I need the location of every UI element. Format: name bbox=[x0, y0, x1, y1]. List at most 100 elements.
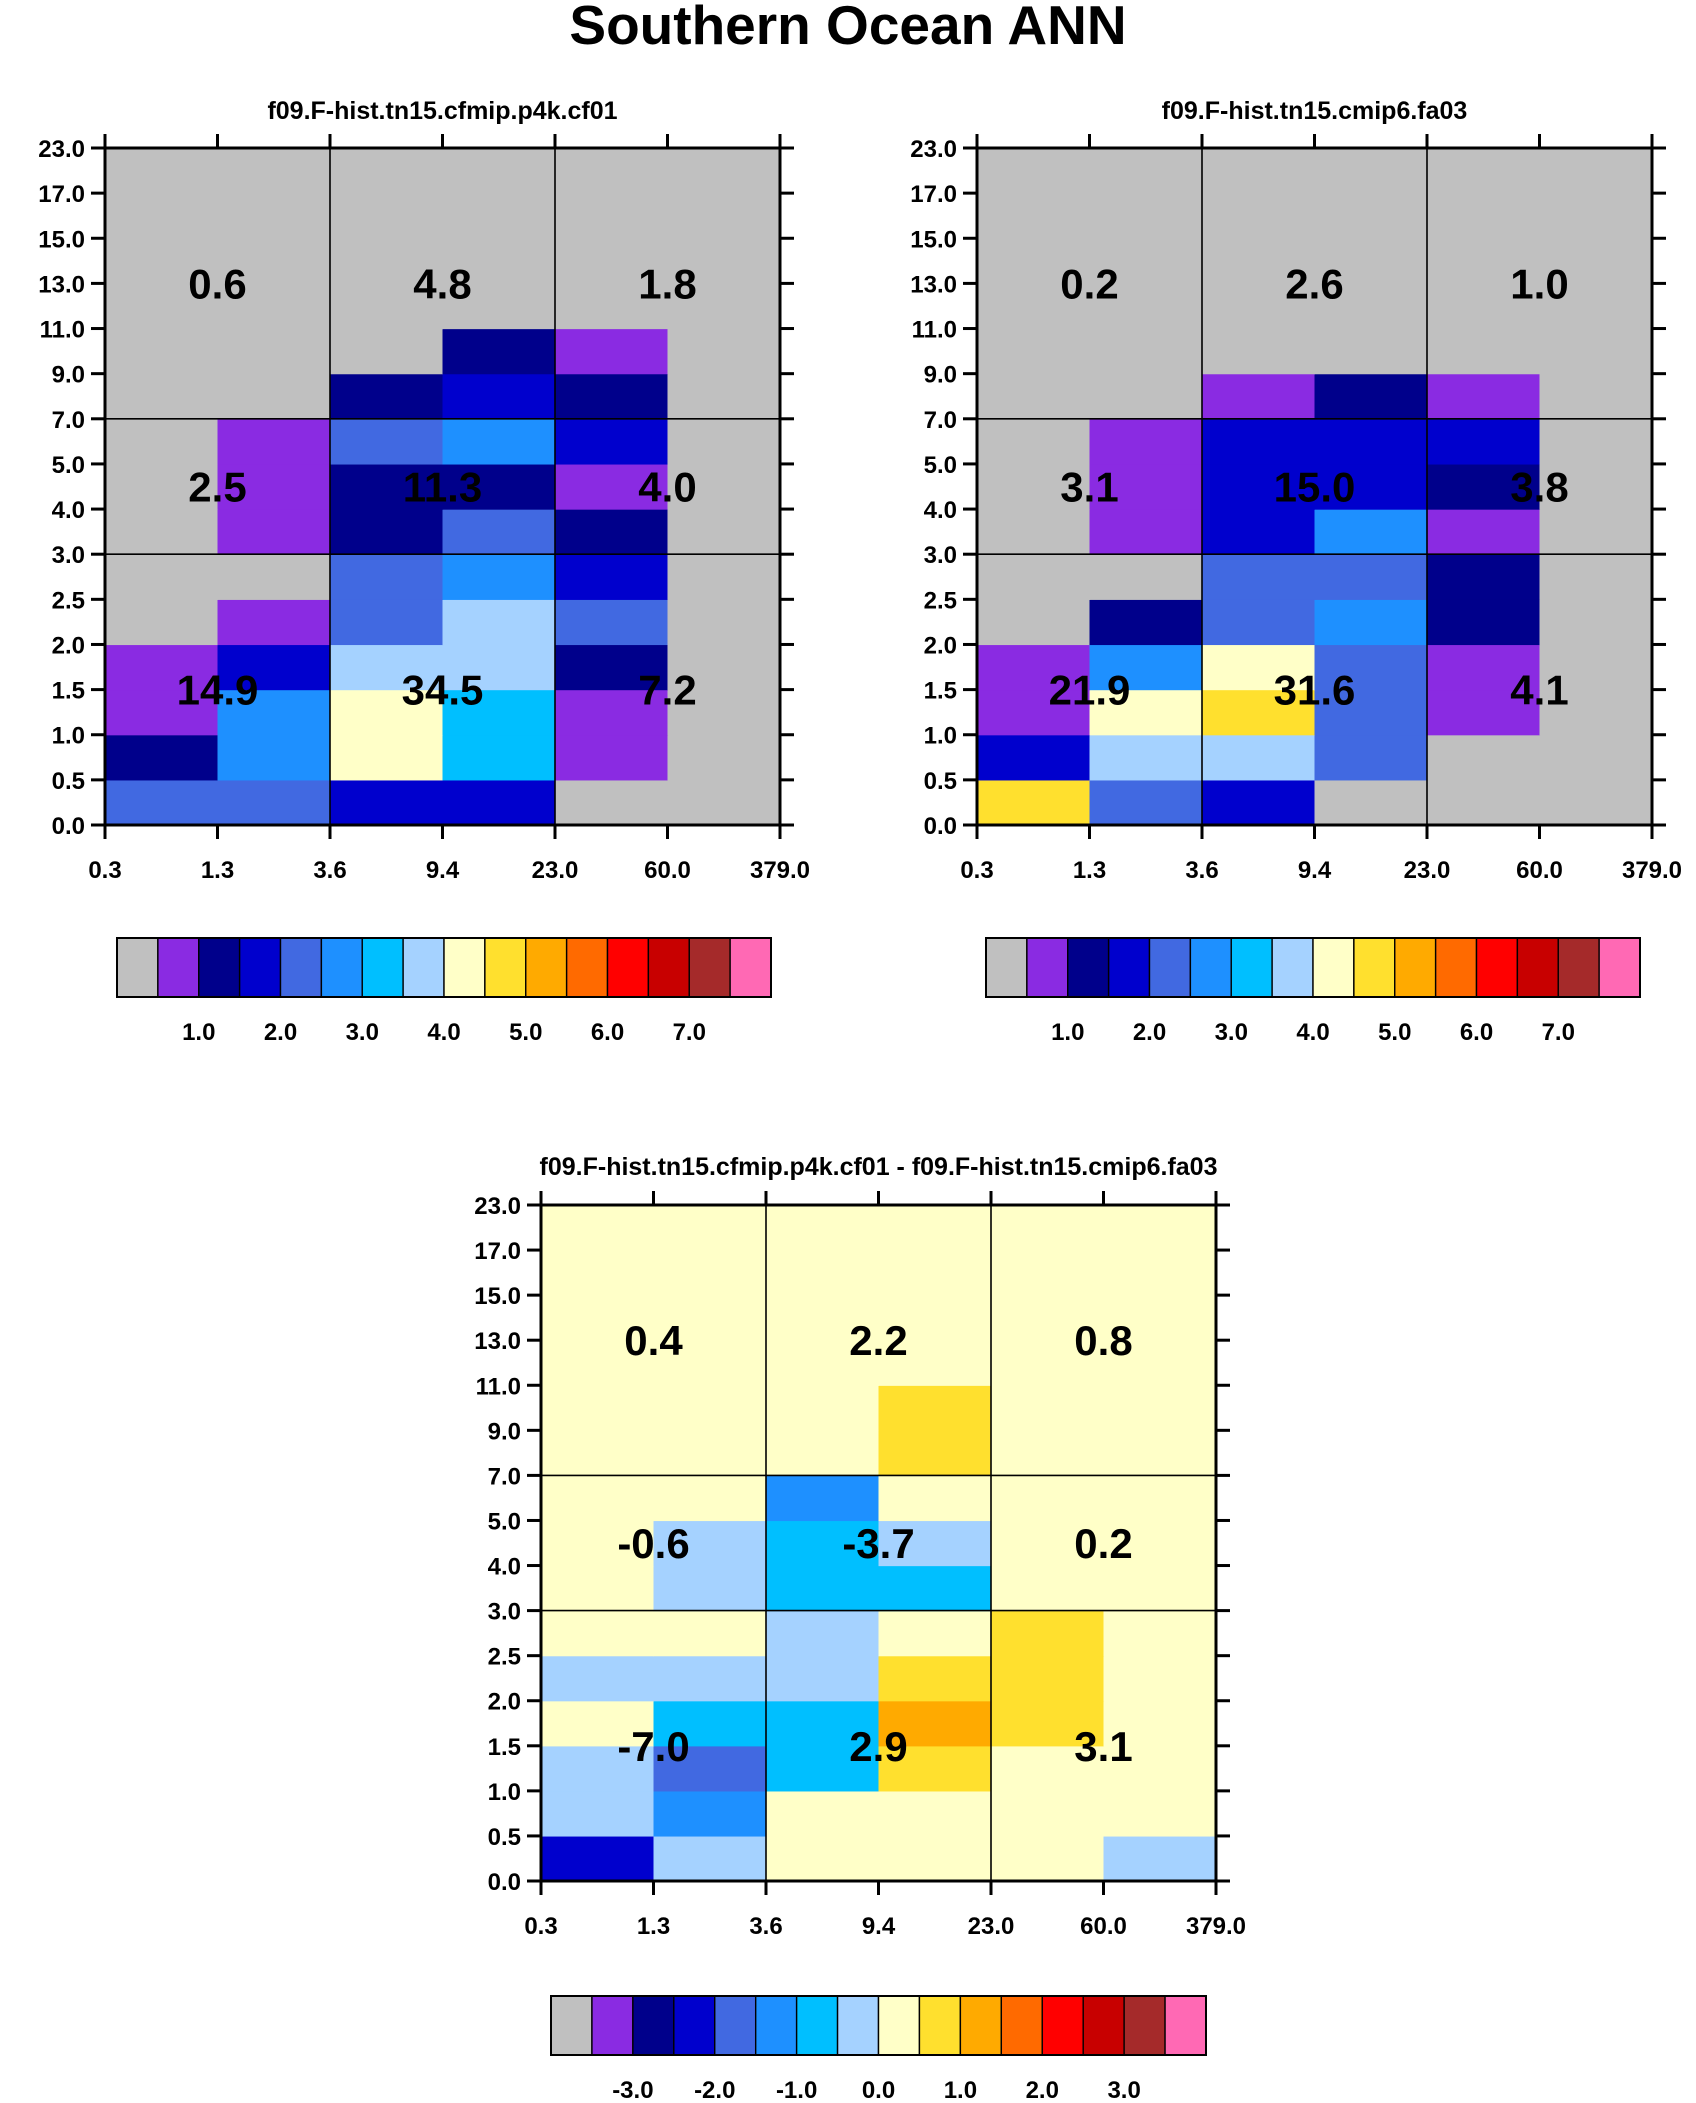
colorbar-swatch bbox=[836, 1995, 880, 2056]
heatmap-cell bbox=[1539, 554, 1653, 600]
heatmap-cell bbox=[217, 734, 331, 781]
heatmap-cell bbox=[541, 1475, 655, 1522]
heatmap-cell bbox=[1314, 734, 1428, 781]
heatmap-cell bbox=[105, 689, 219, 736]
y-tick-label: 23.0 bbox=[38, 136, 85, 163]
heatmap-cell bbox=[653, 1610, 767, 1657]
heatmap-cell bbox=[442, 328, 556, 375]
heatmap-cell bbox=[1539, 644, 1653, 691]
heatmap-cell bbox=[1427, 463, 1541, 510]
heatmap-cell bbox=[217, 554, 331, 600]
heatmap-cell bbox=[653, 1655, 767, 1702]
heatmap-cell bbox=[442, 238, 556, 284]
colorbar-swatch bbox=[673, 1995, 716, 2056]
heatmap-cell bbox=[766, 1745, 880, 1792]
y-tick-label: 0.0 bbox=[52, 813, 85, 840]
heatmap-cell bbox=[991, 1565, 1105, 1612]
heatmap-cell bbox=[667, 148, 781, 194]
heatmap-cell bbox=[667, 373, 781, 420]
heatmap-cell bbox=[541, 1745, 655, 1792]
heatmap-cell bbox=[555, 193, 669, 239]
colorbar-swatch bbox=[985, 937, 1028, 998]
x-tick-label: 3.6 bbox=[313, 857, 346, 884]
heatmap-cell bbox=[541, 1835, 655, 1882]
heatmap-cell bbox=[977, 328, 1091, 375]
heatmap-cell bbox=[878, 1790, 992, 1837]
colorbar-label: 3.0 bbox=[1107, 2077, 1140, 2103]
heatmap-cell bbox=[105, 734, 219, 781]
box-value-label: 1.8 bbox=[638, 260, 696, 307]
heatmap-cell bbox=[330, 644, 444, 691]
y-tick-label: 0.5 bbox=[52, 768, 85, 795]
heatmap-cell bbox=[442, 554, 556, 600]
colorbar-label: 3.0 bbox=[1215, 1019, 1248, 1046]
heatmap-cell bbox=[442, 463, 556, 510]
heatmap-cell bbox=[217, 418, 331, 465]
x-tick-label: 9.4 bbox=[426, 857, 460, 884]
box-value-label: 0.6 bbox=[188, 260, 246, 307]
heatmap-cell bbox=[330, 463, 444, 510]
box-value-label: 34.5 bbox=[402, 667, 484, 714]
heatmap-cell bbox=[878, 1295, 992, 1341]
panel-title: f09.F-hist.tn15.cfmip.p4k.cf01 - f09.F-h… bbox=[540, 1153, 1218, 1181]
heatmap-cell bbox=[442, 689, 556, 736]
y-tick-label: 11.0 bbox=[912, 317, 957, 344]
box-value-label: 2.2 bbox=[849, 1317, 907, 1364]
box-value-label: 0.4 bbox=[624, 1317, 683, 1364]
heatmap-cell bbox=[653, 1205, 767, 1251]
heatmap-cell bbox=[541, 1790, 655, 1837]
x-tick-label: 23.0 bbox=[1404, 857, 1451, 884]
heatmap-cell bbox=[330, 148, 444, 194]
heatmap-cell bbox=[1314, 689, 1428, 736]
heatmap-cell bbox=[667, 193, 781, 239]
heatmap-cell bbox=[105, 328, 219, 375]
panel-title: f09.F-hist.tn15.cfmip.p4k.cf01 bbox=[267, 97, 617, 125]
heatmap-cell bbox=[541, 1385, 655, 1431]
colorbar-swatch bbox=[918, 1995, 962, 2056]
heatmap-cell bbox=[1103, 1205, 1217, 1251]
y-tick-label: 0.0 bbox=[924, 813, 957, 840]
y-tick-label: 9.0 bbox=[924, 362, 957, 389]
colorbar-swatch bbox=[525, 937, 568, 998]
heatmap-cell bbox=[991, 1655, 1105, 1702]
colorbar-swatch bbox=[443, 937, 486, 998]
heatmap-cell bbox=[442, 644, 556, 691]
colorbar-swatch bbox=[1082, 1995, 1125, 2056]
heatmap-cell bbox=[442, 734, 556, 781]
heatmap-cell bbox=[1314, 779, 1428, 826]
heatmap-cell bbox=[667, 283, 781, 330]
heatmap-cell bbox=[1314, 554, 1428, 600]
heatmap-cell bbox=[1314, 509, 1428, 555]
heatmap-cell bbox=[217, 509, 331, 555]
heatmap-cell bbox=[442, 283, 556, 330]
heatmap-cell bbox=[105, 418, 219, 465]
colorbar-swatch bbox=[1230, 937, 1273, 998]
heatmap-cell bbox=[977, 283, 1091, 330]
y-tick-label: 4.0 bbox=[488, 1554, 521, 1581]
colorbar-swatch bbox=[198, 937, 241, 998]
heatmap-cell bbox=[555, 599, 669, 646]
y-tick-label: 4.0 bbox=[924, 497, 957, 524]
colorbar-swatch bbox=[1557, 937, 1600, 998]
y-tick-label: 17.0 bbox=[38, 181, 85, 208]
colorbar-swatch bbox=[729, 937, 772, 998]
heatmap-cell bbox=[1202, 599, 1316, 646]
figure-title: Southern Ocean ANN bbox=[569, 0, 1126, 56]
colorbar-label: -3.0 bbox=[612, 2077, 653, 2103]
heatmap-cell bbox=[878, 1835, 992, 1882]
y-tick-label: 11.0 bbox=[476, 1373, 521, 1400]
x-tick-label: 379.0 bbox=[1622, 857, 1682, 884]
heatmap-cell bbox=[991, 1250, 1105, 1296]
heatmap-cell bbox=[1314, 644, 1428, 691]
heatmap-cell bbox=[653, 1340, 767, 1386]
heatmap-cell bbox=[1202, 418, 1316, 465]
heatmap-cell bbox=[653, 1790, 767, 1837]
heatmap-cell bbox=[667, 328, 781, 375]
heatmap-cell bbox=[330, 328, 444, 375]
heatmap-cell bbox=[667, 734, 781, 781]
heatmap-cell bbox=[541, 1205, 655, 1251]
heatmap-cell bbox=[555, 238, 669, 284]
heatmap-cell bbox=[555, 689, 669, 736]
heatmap-cell bbox=[1314, 463, 1428, 510]
y-tick-label: 2.0 bbox=[924, 632, 957, 659]
